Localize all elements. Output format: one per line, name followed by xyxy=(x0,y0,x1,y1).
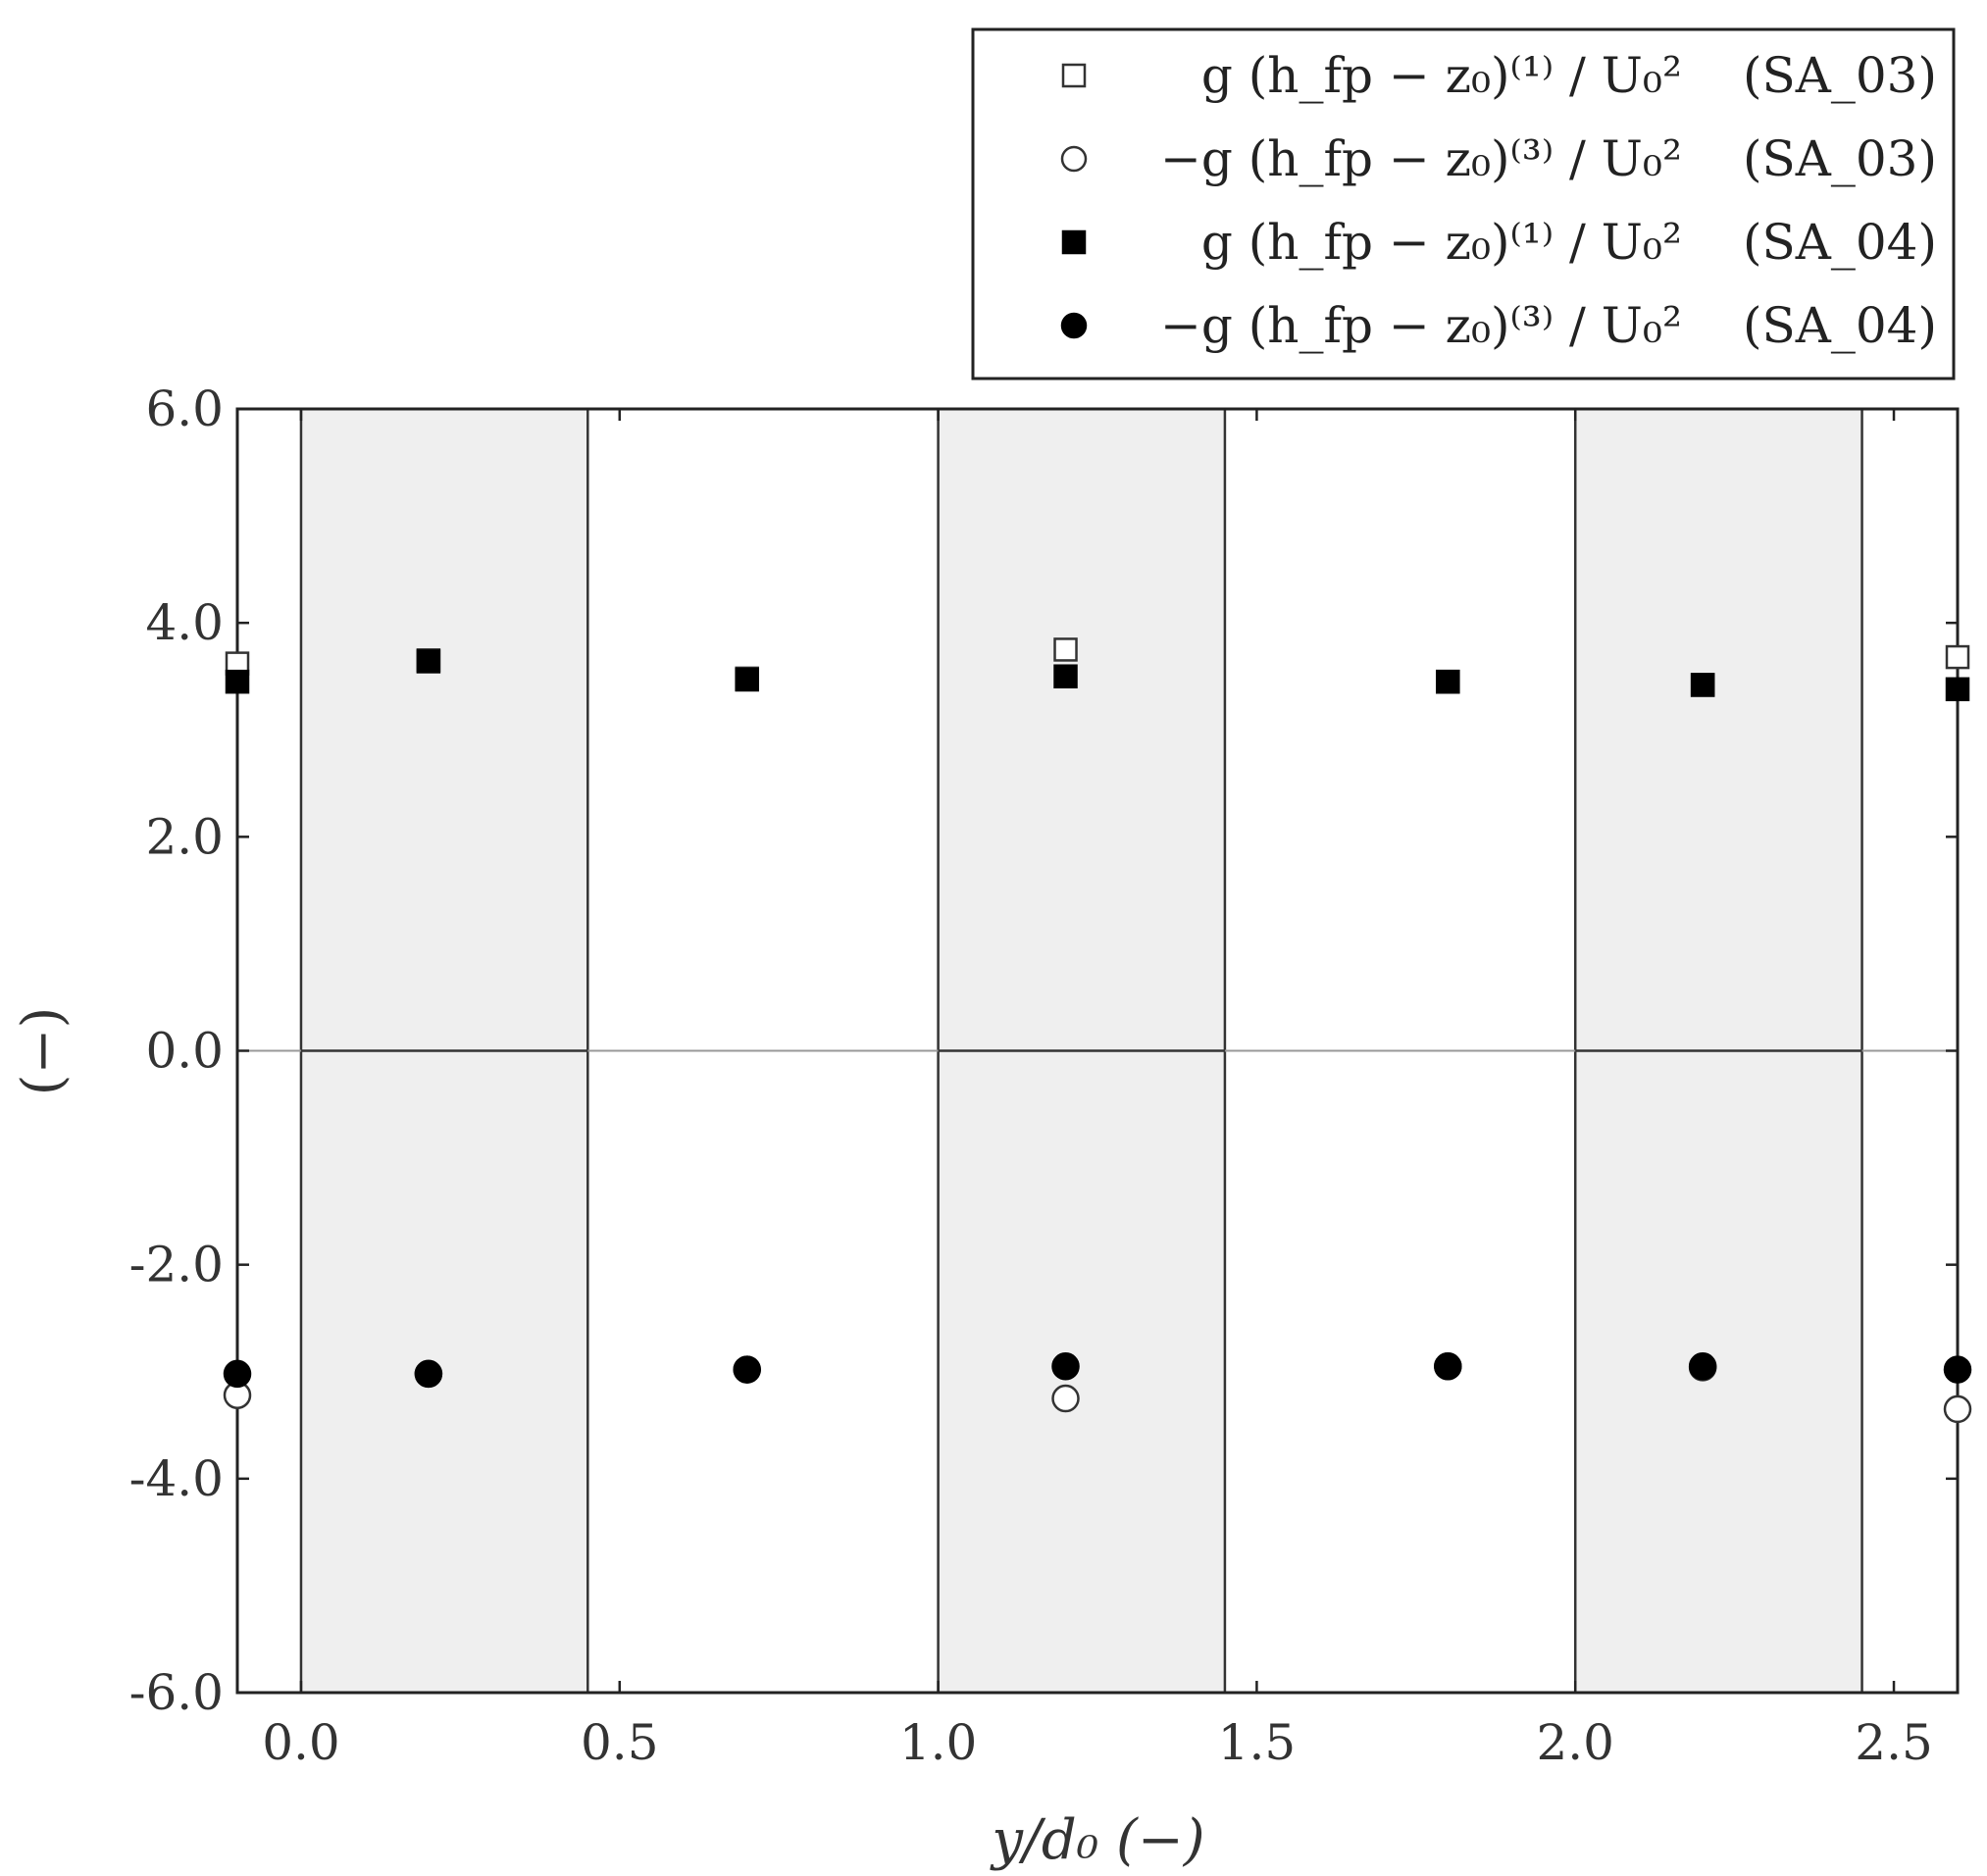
legend-tag-0: (SA_03) xyxy=(1743,47,1937,104)
y-tick-label-5: -4.0 xyxy=(129,1450,224,1507)
series-2-point-2 xyxy=(735,667,759,692)
y-tick-label-0: 6.0 xyxy=(145,380,224,437)
data-points xyxy=(223,637,1972,1424)
y-axis-label: (−) xyxy=(11,1007,75,1096)
legend-label-2: g (h_fp − z₀)⁽¹⁾ / U₀² xyxy=(1201,214,1682,271)
legend-label-3: −g (h_fp − z₀)⁽³⁾ / U₀² xyxy=(1160,297,1682,354)
series-0-point-3 xyxy=(1053,637,1078,662)
x-tick-label-5: 2.5 xyxy=(1855,1714,1933,1771)
series-2-point-5 xyxy=(1690,673,1715,697)
legend-marker-3 xyxy=(1060,312,1088,339)
series-2 xyxy=(225,649,1970,702)
y-tick-label-1: 4.0 xyxy=(145,594,224,651)
y-tick-label-4: -2.0 xyxy=(129,1237,224,1293)
series-2-point-3 xyxy=(1053,664,1078,688)
series-3-point-0 xyxy=(223,1359,252,1389)
legend-marker-0 xyxy=(1061,63,1087,88)
x-axis-label: y/d₀ (−) xyxy=(989,1808,1204,1872)
series-3 xyxy=(223,1352,1972,1389)
legend-marker-1 xyxy=(1060,145,1088,173)
legend-tag-2: (SA_04) xyxy=(1743,214,1937,271)
series-3-point-1 xyxy=(414,1359,443,1389)
series-3-point-6 xyxy=(1943,1355,1972,1384)
series-2-point-4 xyxy=(1436,669,1460,694)
x-tick-label-4: 2.0 xyxy=(1536,1714,1614,1771)
legend: g (h_fp − z₀)⁽¹⁾ / U₀² (SA_03) −g (h_fp − … xyxy=(971,27,1956,380)
series-3-point-2 xyxy=(733,1355,761,1384)
x-tick-label-1: 0.5 xyxy=(581,1714,659,1771)
series-2-point-1 xyxy=(416,649,441,674)
axis-ticks xyxy=(237,407,1958,1695)
x-tick-label-0: 0.0 xyxy=(262,1714,340,1771)
y-tick-label-6: -6.0 xyxy=(129,1664,224,1721)
legend-label-1: −g (h_fp − z₀)⁽³⁾ / U₀² xyxy=(1160,130,1682,187)
series-1-point-6 xyxy=(1943,1394,1972,1424)
legend-tag-1: (SA_03) xyxy=(1743,130,1937,187)
legend-tag-3: (SA_04) xyxy=(1743,297,1937,354)
series-3-point-5 xyxy=(1688,1352,1717,1381)
y-tick-label-3: 0.0 xyxy=(145,1023,224,1080)
series-3-point-4 xyxy=(1434,1352,1462,1381)
legend-box xyxy=(971,27,1956,380)
y-tick-labels: 6.0 4.0 2.0 0.0 -2.0 -4.0 -6.0 xyxy=(129,380,224,1721)
series-3-point-3 xyxy=(1051,1352,1080,1381)
x-tick-label-3: 1.5 xyxy=(1218,1714,1297,1771)
x-tick-labels: 0.0 0.5 1.0 1.5 2.0 2.5 xyxy=(262,1714,1933,1771)
legend-marker-2 xyxy=(1061,229,1087,255)
series-2-point-0 xyxy=(225,669,250,694)
series-2-point-6 xyxy=(1945,677,1970,702)
series-0-point-6 xyxy=(1945,644,1970,670)
y-tick-label-2: 2.0 xyxy=(145,808,224,865)
series-1-point-3 xyxy=(1051,1384,1080,1413)
x-tick-label-2: 1.0 xyxy=(899,1714,978,1771)
legend-label-0: g (h_fp − z₀)⁽¹⁾ / U₀² xyxy=(1201,47,1682,104)
